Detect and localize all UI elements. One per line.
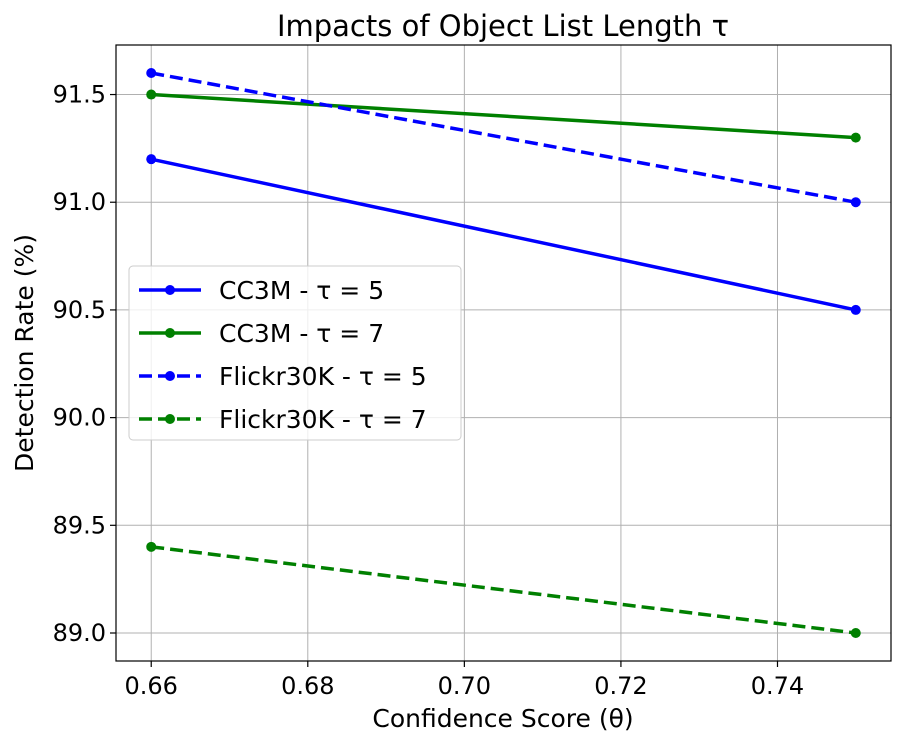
series-point-1 xyxy=(146,154,157,165)
x-axis-label: Confidence Score (θ) xyxy=(372,704,633,733)
series-layer xyxy=(146,68,861,638)
series-point-3 xyxy=(850,197,861,208)
series-point-1 xyxy=(850,304,861,315)
series-point-3 xyxy=(146,68,157,78)
y-axis-label: Detection Rate (%) xyxy=(10,234,39,472)
series-point-2 xyxy=(850,132,861,143)
ticks: 0.66 0.68 0.70 0.72 0.74 89.0 89.5 90.0 90.5 91.0… xyxy=(53,81,805,700)
legend-marker-4 xyxy=(165,414,175,424)
series-line-1 xyxy=(150,157,857,312)
series-line-2 xyxy=(151,92,856,140)
series-line-3 xyxy=(150,71,857,204)
legend-label-3: Flickr30K - τ = 5 xyxy=(219,362,427,391)
x-tick-label: 0.74 xyxy=(751,672,804,700)
legend-box xyxy=(128,265,462,441)
y-tick-label: 91.5 xyxy=(53,81,106,109)
grid xyxy=(116,45,891,661)
legend-label-1: CC3M - τ = 5 xyxy=(219,276,384,305)
series-point-2 xyxy=(146,89,157,100)
legend-marker-2 xyxy=(165,328,175,338)
x-tick-label: 0.66 xyxy=(125,672,178,700)
series-point-4 xyxy=(146,541,157,552)
legend-marker-3 xyxy=(165,371,175,381)
y-tick-label: 89.0 xyxy=(53,619,106,647)
x-tick-label: 0.68 xyxy=(281,672,334,700)
legend-marker-1 xyxy=(165,285,175,295)
legend-label-4: Flickr30K - τ = 7 xyxy=(219,405,427,434)
series-line-4 xyxy=(151,545,856,635)
y-tick-label: 90.5 xyxy=(53,296,106,324)
legend: CC3M - τ = 5 CC3M - τ = 7 Flickr30K - τ = … xyxy=(128,265,462,441)
series-point-4 xyxy=(850,628,861,638)
x-tick-label: 0.72 xyxy=(594,672,647,700)
plot-frame xyxy=(115,44,892,662)
y-tick-label: 89.5 xyxy=(53,511,106,539)
x-tick-label: 0.70 xyxy=(438,672,491,700)
legend-label-2: CC3M - τ = 7 xyxy=(219,319,384,348)
y-tick-label: 91.0 xyxy=(53,188,106,216)
y-tick-label: 90.0 xyxy=(53,404,106,432)
chart-title: Impacts of Object List Length τ xyxy=(277,9,729,43)
